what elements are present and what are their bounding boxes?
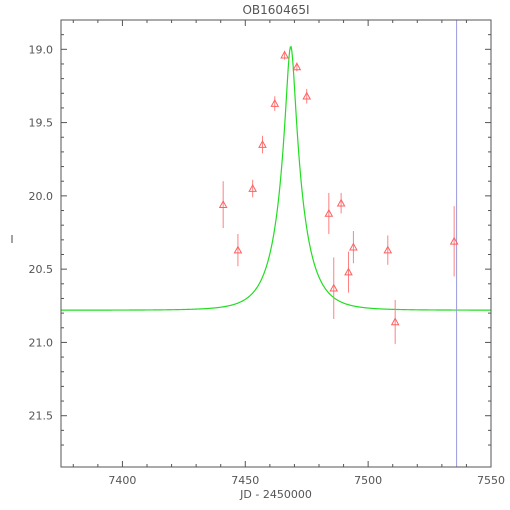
data-point-2 [248, 184, 258, 192]
data-point-4 [270, 99, 280, 107]
data-point-0 [218, 200, 228, 208]
data-point-9 [329, 283, 339, 292]
data-point-7 [302, 91, 312, 100]
x-tick-label: 7550 [477, 474, 505, 487]
chart-title: OB160465I [242, 3, 309, 17]
data-point-11 [344, 267, 353, 276]
errorbar-layer [222, 50, 455, 344]
y-tick-label: 19.0 [29, 43, 54, 56]
data-point-3 [258, 140, 267, 148]
x-tick-label: 7400 [108, 474, 136, 487]
data-point-13 [383, 245, 393, 254]
data-point-1 [233, 245, 243, 254]
x-axis-ticks: 7400 7450 7500 7550 [72, 20, 505, 487]
y-tick-label: 21.0 [29, 336, 54, 349]
y-tick-label: 21.5 [29, 410, 54, 423]
y-axis-ticks: 19.0 19.5 20.0 20.5 21.0 21.5 [29, 34, 491, 446]
y-tick-label: 20.0 [29, 190, 54, 203]
plot-frame [60, 19, 492, 468]
model-curve [61, 45, 491, 311]
data-point-6 [292, 62, 302, 71]
y-tick-label: 19.5 [29, 117, 54, 130]
data-point-14 [390, 317, 400, 326]
x-tick-label: 7450 [231, 474, 259, 487]
data-point-10 [336, 198, 346, 207]
data-point-15 [449, 236, 459, 245]
y-tick-label: 20.5 [29, 263, 54, 276]
x-tick-label: 7500 [354, 474, 382, 487]
model-layer [61, 45, 491, 311]
data-point-8 [324, 208, 334, 217]
points-layer [218, 50, 459, 326]
data-point-12 [349, 242, 358, 251]
x-axis-title: JD - 2450000 [239, 488, 312, 501]
data-point-5 [280, 50, 289, 59]
y-axis-title: I [10, 233, 13, 246]
